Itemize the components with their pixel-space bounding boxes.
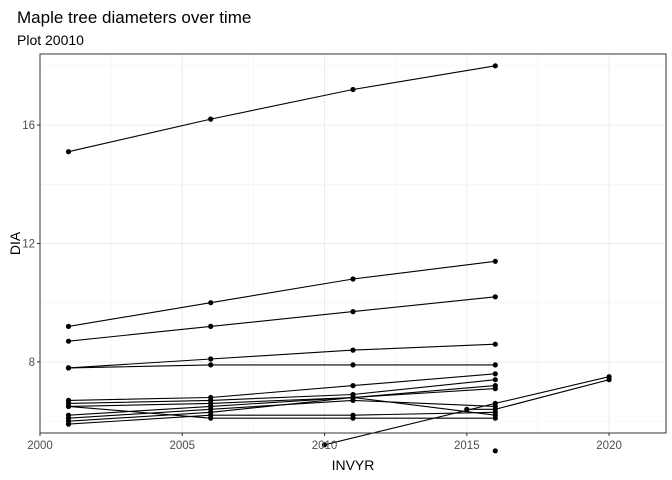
y-tick-label: 8 [29,357,35,369]
data-point [208,323,214,329]
data-point [350,276,356,282]
series-line-5 [68,364,496,369]
series-line-7 [68,379,496,404]
y-axis-title: DIA [7,231,23,255]
series-layer [68,65,610,446]
data-point [208,356,214,362]
data-point [321,442,328,448]
data-point [492,400,498,406]
data-point [350,415,356,421]
x-tick-label: 2020 [596,440,622,452]
data-point [492,386,498,392]
data-point [492,362,498,368]
x-tick-label: 2005 [169,440,195,452]
data-point [492,406,498,412]
series-line-9 [68,388,496,416]
data-point [65,365,72,371]
series-line-4 [68,343,496,369]
data-point [464,406,470,412]
y-tick-label: 16 [22,120,35,132]
data-point [350,86,356,93]
data-point [350,347,356,353]
x-axis: 2000 2005 2010 2015 2020 [27,433,622,452]
data-point [492,63,498,69]
data-point [350,309,356,315]
series-line-8 [68,385,496,407]
chart-subtitle: Plot 20010 [17,32,84,48]
series-line-3 [68,296,496,342]
series-line-12 [68,411,496,425]
x-tick-label: 2000 [27,440,53,452]
data-point [492,341,498,347]
data-point [65,149,72,155]
data-point [65,323,72,329]
data-point [350,394,356,401]
series-line-6 [68,373,496,401]
data-point [492,377,498,383]
data-point [208,415,214,421]
data-point [350,362,356,368]
data-point [492,294,498,300]
series-line-11 [68,396,496,422]
data-point [350,383,356,389]
data-point [65,338,72,344]
data-point [606,377,612,383]
x-tick-label: 2015 [454,440,480,452]
data-point [65,403,72,409]
x-tick-label: 2010 [312,440,338,452]
data-point [492,448,498,454]
y-tick-label: 12 [22,239,35,251]
x-axis-title: INVYR [332,457,375,473]
data-point [492,415,498,421]
data-point [65,421,72,427]
y-axis: 8 12 16 [22,120,40,369]
points-layer [65,63,612,454]
series-line-13 [68,405,496,419]
series-line-1 [68,65,496,153]
series-line-2 [68,260,496,327]
chart-title: Maple tree diameters over time [17,8,251,27]
data-point [208,362,214,368]
data-point [208,300,214,306]
data-point [492,258,498,264]
data-point [492,371,498,377]
data-point [208,116,214,122]
